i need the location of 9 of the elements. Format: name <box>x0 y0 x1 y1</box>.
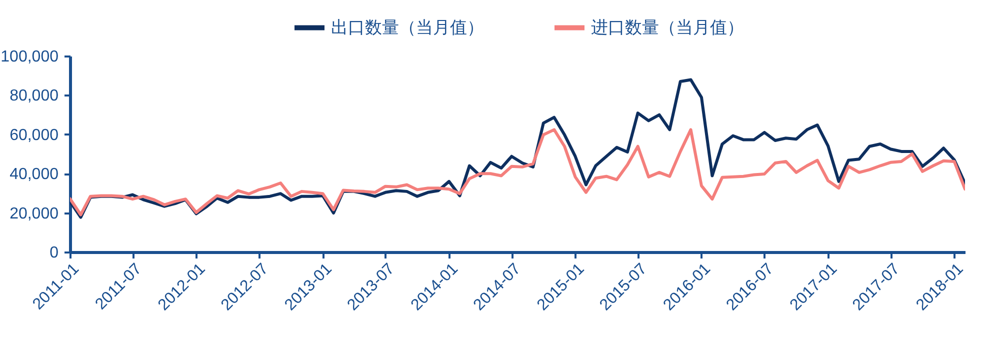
y-tick-label: 80,000 <box>10 88 59 105</box>
y-tick-label: 20,000 <box>10 205 59 222</box>
y-tick-label: 0 <box>50 244 59 262</box>
legend-label: 进口数量（当月值） <box>591 18 744 37</box>
y-tick-label: 60,000 <box>10 126 59 144</box>
line-series <box>70 128 965 216</box>
y-tick-label: 100,000 <box>0 48 59 66</box>
y-tick-label: 40,000 <box>10 166 59 184</box>
legend-label: 出口数量（当月值） <box>331 18 484 37</box>
